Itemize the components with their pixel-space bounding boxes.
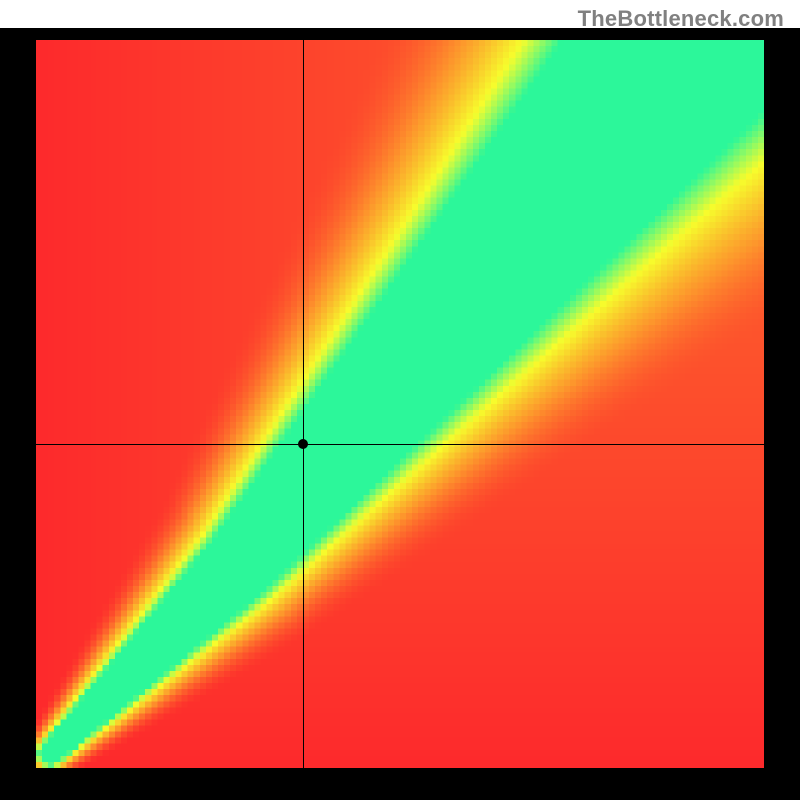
- bottleneck-heatmap-frame: [0, 28, 800, 800]
- crosshair-horizontal: [36, 444, 764, 445]
- crosshair-vertical: [303, 40, 304, 768]
- bottleneck-heatmap: [36, 40, 764, 768]
